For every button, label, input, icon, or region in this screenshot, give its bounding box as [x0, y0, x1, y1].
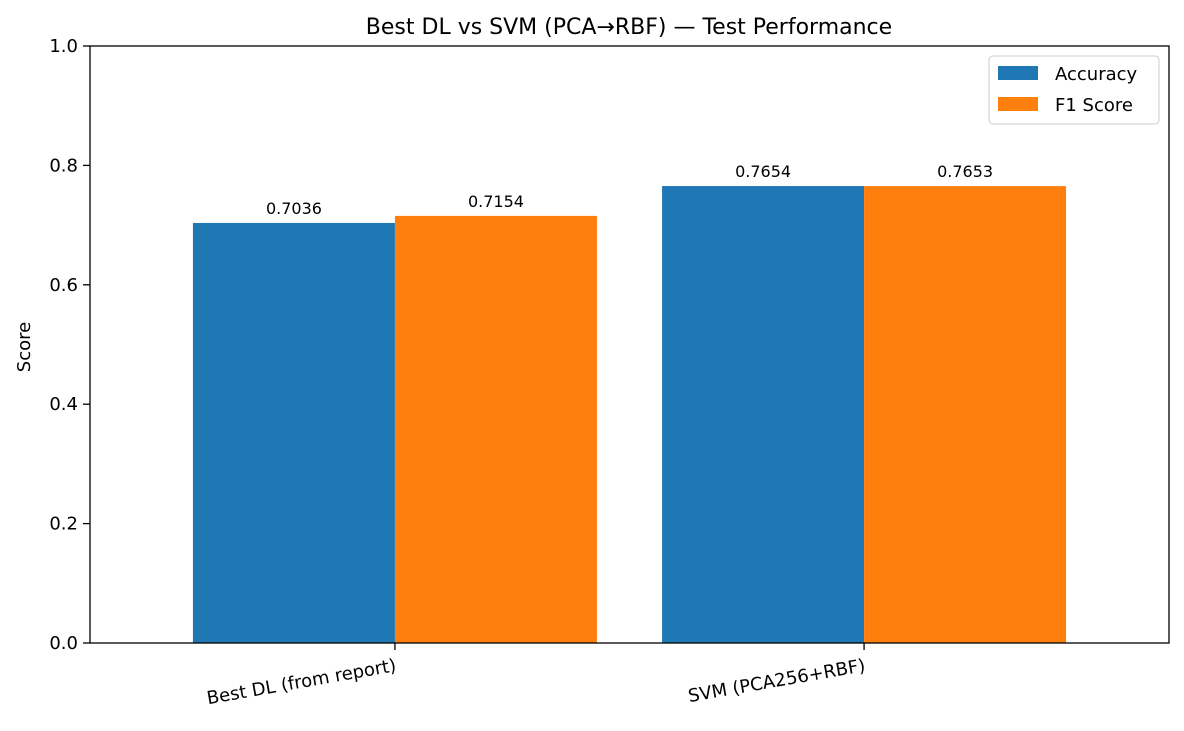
y-axis: 0.0 0.2 0.4 0.6 0.8 1.0 — [49, 36, 90, 654]
x-tick-label: SVM (PCA256+RBF) — [687, 655, 867, 707]
y-tick-label: 0.8 — [49, 155, 78, 176]
x-tick-label: Best DL (from report) — [205, 655, 398, 709]
legend: Accuracy F1 Score — [988, 55, 1160, 125]
bar-value-label: 0.7036 — [266, 199, 322, 218]
bar-value-label: 0.7654 — [735, 162, 791, 181]
y-tick-label: 0.4 — [49, 394, 78, 415]
bar-accuracy — [662, 186, 865, 643]
bar-f1-score — [864, 186, 1067, 643]
plot-frame — [89, 45, 1170, 644]
y-tick-label: 0.2 — [49, 514, 78, 535]
bar-value-label: 0.7154 — [468, 192, 524, 211]
x-axis: Best DL (from report) SVM (PCA256+RBF) — [205, 643, 867, 709]
legend-swatch — [998, 97, 1038, 111]
chart-title: Best DL vs SVM (PCA→RBF) — Test Performa… — [366, 15, 892, 40]
y-tick-label: 1.0 — [49, 36, 78, 57]
y-tick-label: 0.6 — [49, 275, 78, 296]
legend-swatch — [998, 66, 1038, 80]
y-tick-label: 0.0 — [49, 633, 78, 654]
legend-label: Accuracy — [1055, 64, 1138, 85]
y-axis-label: Score — [14, 322, 35, 372]
legend-label: F1 Score — [1055, 95, 1133, 116]
bar-f1-score — [394, 215, 597, 644]
data-labels-group: 0.7036 0.7654 0.7154 0.7653 — [266, 162, 993, 218]
bar-value-label: 0.7653 — [937, 162, 993, 181]
bar-accuracy — [192, 222, 395, 643]
bars-group — [192, 186, 1067, 644]
